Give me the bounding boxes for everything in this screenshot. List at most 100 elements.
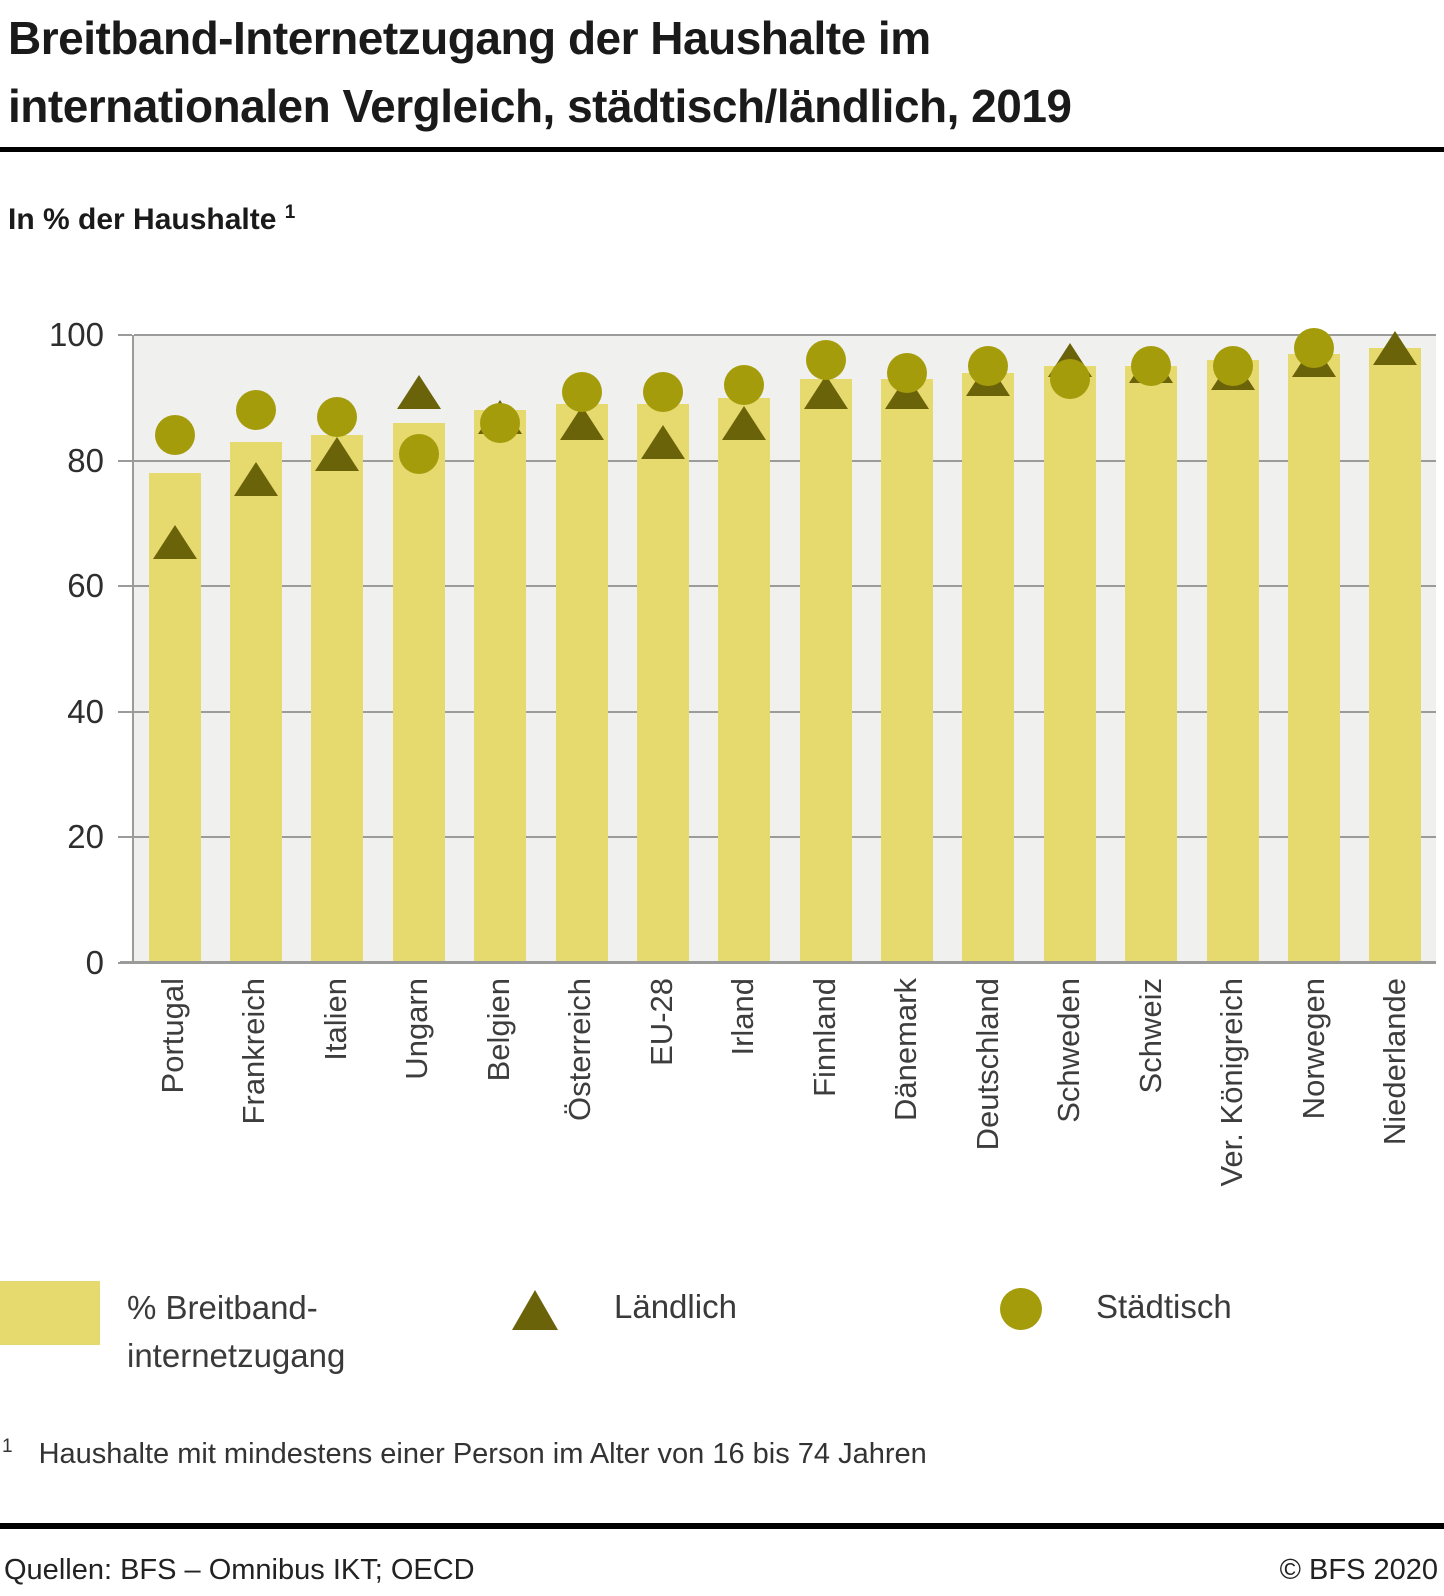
bar-Schweden <box>1043 366 1096 963</box>
urban-marker-Österreich <box>561 371 602 412</box>
rural-triangle-icon <box>512 1290 558 1330</box>
urban-marker-Irland <box>724 365 765 406</box>
bar-Norwegen <box>1287 353 1340 963</box>
column-Niederlande <box>1355 330 1436 963</box>
bar-Dänemark <box>881 378 934 963</box>
column-Belgien <box>460 335 541 963</box>
column-Ungarn <box>378 335 459 963</box>
column-Schweden <box>1029 335 1110 963</box>
column-Portugal <box>134 335 215 963</box>
column-Schweiz <box>1111 335 1192 963</box>
urban-marker-Ver. Königreich <box>1212 346 1253 387</box>
gridline-80 <box>134 459 1436 462</box>
urban-marker-Belgien <box>480 402 521 443</box>
chart-footnote: 1 Haushalte mit mindestens einer Person i… <box>2 1436 927 1471</box>
column-Dänemark <box>866 335 947 963</box>
urban-marker-Schweiz <box>1131 346 1172 387</box>
bar-columns <box>134 327 1436 963</box>
x-label-Schweden: Schweden <box>1051 978 1087 1123</box>
legend-bar-label-line2: internetzugang <box>127 1337 346 1374</box>
bar-Frankreich <box>230 441 283 963</box>
legend-bar-label: % Breitband- internetzugang <box>127 1284 345 1380</box>
gridline-60 <box>134 585 1436 588</box>
column-Deutschland <box>948 335 1029 963</box>
y-tick-label-80: 80 <box>67 441 104 479</box>
x-label-Finnland: Finnland <box>806 978 842 1097</box>
footer-copyright: © BFS 2020 <box>1279 1554 1438 1586</box>
x-label-Niederlande: Niederlande <box>1377 978 1413 1146</box>
y-axis-labels: 0 20 40 60 80 100 <box>0 317 104 981</box>
subtitle-footnote-ref: 1 <box>284 202 296 223</box>
page-title-line2: internationalen Vergleich, städtisch/län… <box>8 80 1072 132</box>
y-tick-label-60: 60 <box>67 567 104 605</box>
legend-rural-label: Ländlich <box>614 1288 737 1325</box>
y-tick-label-20: 20 <box>67 818 104 856</box>
footnote-text: Haushalte mit mindestens einer Person im… <box>38 1437 927 1470</box>
bar-Irland <box>718 397 771 963</box>
bar-Finnland <box>799 378 852 963</box>
bar-Österreich <box>555 404 608 963</box>
x-label-Deutschland: Deutschland <box>969 978 1005 1151</box>
bar-EU-28 <box>636 404 689 963</box>
y-axis-ticks <box>118 334 132 964</box>
subtitle-text: In % der Haushalte <box>8 203 277 236</box>
rural-marker-Niederlande <box>1373 330 1418 365</box>
gridline-20 <box>134 836 1436 839</box>
footer-divider <box>0 1523 1444 1529</box>
column-Österreich <box>541 335 622 963</box>
x-label-Schweiz: Schweiz <box>1132 978 1168 1094</box>
bar-Ver. Königreich <box>1206 360 1259 963</box>
urban-marker-Portugal <box>154 415 195 456</box>
y-tick-label-40: 40 <box>67 692 104 730</box>
x-axis-labels: Portugal Frankreich Italien Ungarn Belgien Ös… <box>132 978 1436 1298</box>
footer-sources: Quellen: BFS – Omnibus IKT; OECD <box>4 1554 475 1586</box>
urban-marker-Finnland <box>805 340 846 381</box>
bar-Niederlande <box>1369 347 1422 963</box>
plot-area <box>120 327 1436 964</box>
legend-bar-swatch <box>0 1281 100 1345</box>
page-title-line1: Breitband-Internetzugang der Haushalte i… <box>8 12 931 64</box>
column-Ver. Königreich <box>1192 335 1273 963</box>
column-Norwegen <box>1273 327 1354 963</box>
x-label-Dänemark: Dänemark <box>888 978 924 1121</box>
x-axis-baseline <box>120 961 1436 964</box>
bar-Schweiz <box>1125 366 1178 963</box>
x-label-EU-28: EU-28 <box>643 978 679 1066</box>
x-label-Ver. Königreich: Ver. Königreich <box>1214 978 1250 1187</box>
y-tick-label-0: 0 <box>85 944 104 981</box>
column-Frankreich <box>215 335 296 963</box>
x-label-Belgien: Belgien <box>480 978 516 1082</box>
legend-bar-label-line1: % Breitband- <box>127 1289 318 1326</box>
urban-marker-Ungarn <box>398 434 439 475</box>
urban-marker-Deutschland <box>968 346 1009 387</box>
bar-Italien <box>311 435 364 963</box>
column-EU-28 <box>622 335 703 963</box>
x-label-Irland: Irland <box>725 978 761 1056</box>
y-tick-label-100: 100 <box>48 316 104 353</box>
rural-marker-Italien <box>315 437 360 472</box>
y-tick-mark-100 <box>118 334 132 336</box>
chart-subtitle: In % der Haushalte 1 <box>8 202 295 237</box>
x-label-Italien: Italien <box>317 978 353 1061</box>
column-Irland <box>704 335 785 963</box>
rural-marker-Irland <box>722 405 767 440</box>
x-label-Portugal: Portugal <box>154 978 190 1094</box>
chart-footer: Quellen: BFS – Omnibus IKT; OECD © BFS 2… <box>4 1554 1438 1587</box>
gridline-100 <box>134 334 1436 336</box>
urban-circle-icon <box>1000 1288 1042 1330</box>
bar-Ungarn <box>392 422 445 963</box>
title-divider <box>0 147 1444 152</box>
bar-Deutschland <box>962 372 1015 963</box>
urban-marker-Frankreich <box>236 390 277 431</box>
x-label-Österreich: Österreich <box>562 978 598 1121</box>
column-Finnland <box>785 335 866 963</box>
urban-marker-Norwegen <box>1293 327 1334 368</box>
rural-marker-EU-28 <box>640 424 685 459</box>
urban-marker-Dänemark <box>887 352 928 393</box>
legend-urban-label: Städtisch <box>1096 1288 1232 1325</box>
gridline-40 <box>134 710 1436 713</box>
footnote-ref: 1 <box>2 1436 13 1457</box>
y-tick-mark-40 <box>118 710 132 713</box>
rural-marker-Österreich <box>559 405 604 440</box>
column-Italien <box>297 335 378 963</box>
